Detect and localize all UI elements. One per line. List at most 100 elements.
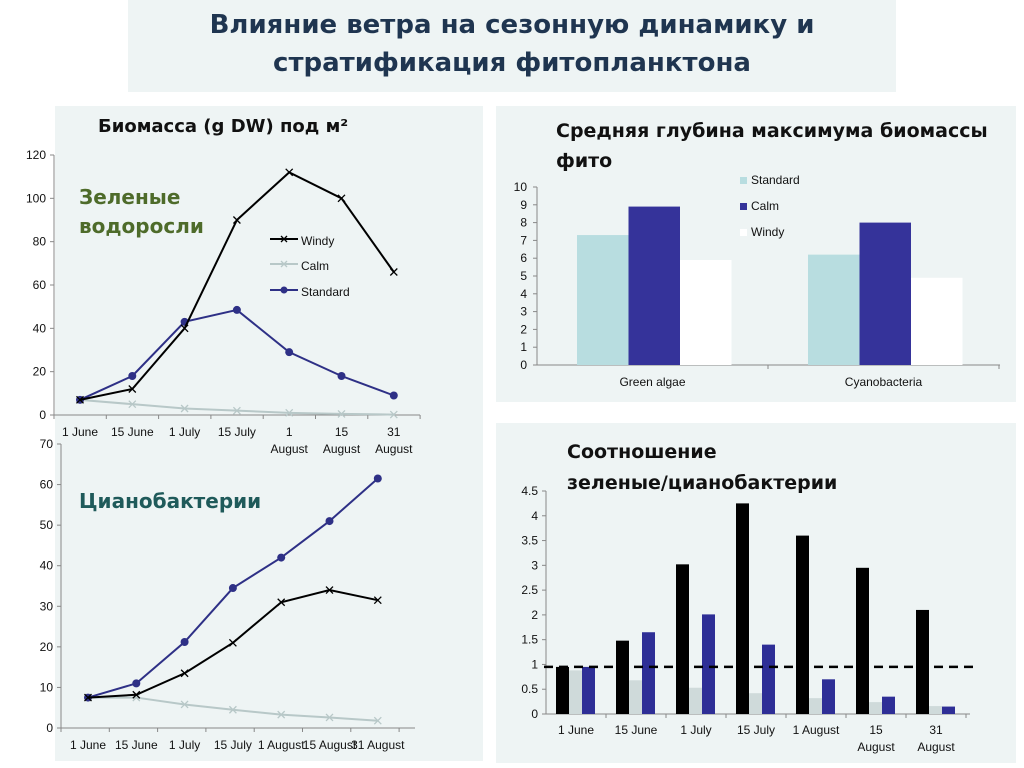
data-point-windy [128, 385, 137, 393]
data-point-windy [337, 194, 346, 203]
marker-stroke [373, 716, 382, 725]
marker-stroke [277, 710, 286, 719]
x-tick-label-line-1: 1 [286, 425, 293, 439]
x-tick-label: 15 July [218, 425, 256, 439]
x-tick-label-line-1: 15 [335, 425, 349, 439]
data-point-windy [228, 638, 237, 647]
data-point-windy [389, 268, 398, 276]
bar-standard [808, 254, 860, 365]
marker-stroke [228, 705, 237, 714]
y-tick-label: 40 [33, 321, 47, 335]
ratio-bar-2 [582, 666, 595, 714]
x-tick-label: 15 June [115, 738, 158, 752]
marker-stroke [128, 400, 137, 409]
y-tick-label: 5 [520, 269, 527, 283]
bar-calm [628, 206, 680, 365]
marker-stroke [285, 408, 294, 417]
legend-label-windy: Windy [751, 225, 784, 239]
y-tick-label: 0.5 [521, 682, 538, 696]
ratio-bar-1 [929, 706, 942, 714]
data-point-calm [389, 410, 398, 419]
x-tick-label: 1 June [70, 738, 106, 752]
slide-title-box: Влияние ветра на сезонную динамику и стр… [128, 0, 896, 92]
y-tick-label: 3 [531, 558, 538, 572]
bar-windy [680, 259, 732, 365]
legend-label-calm: Calm [301, 259, 329, 273]
data-point-windy [84, 693, 92, 702]
y-tick-label: 60 [40, 478, 54, 492]
y-tick-label: 10 [514, 180, 528, 194]
y-tick-label: 0 [531, 707, 538, 721]
x-tick-label: 1 July [169, 425, 200, 439]
data-point-calm [232, 406, 241, 415]
marker-stroke [232, 216, 241, 224]
series-line-standard [79, 308, 395, 401]
data-point-standard [373, 474, 382, 483]
y-tick-label: 0 [520, 358, 527, 372]
y-tick-label: 40 [40, 559, 54, 573]
y-tick-label: 50 [40, 518, 54, 532]
marker-stroke [325, 713, 334, 722]
marker-stroke [325, 586, 334, 595]
legend-label-standard: Standard [751, 173, 800, 187]
data-point-windy [232, 216, 241, 224]
y-tick-label: 6 [520, 251, 527, 265]
marker-stroke [373, 596, 382, 605]
ratio-bar-1 [869, 702, 882, 714]
data-point-standard [277, 553, 286, 562]
bar-windy [911, 277, 963, 365]
ratio-bar-2 [642, 632, 655, 714]
data-point-calm [228, 705, 237, 714]
marker-stroke [337, 409, 346, 418]
y-tick-label: 20 [40, 640, 54, 654]
legend-marker-windy [280, 235, 288, 243]
ratio-bar-0 [796, 535, 809, 714]
x-tick-label: 1 August [258, 738, 305, 752]
ratio-bar-1 [629, 680, 642, 714]
data-point-windy [180, 324, 189, 333]
x-tick-label-line-1: 31 [929, 723, 943, 737]
legend-marker-calm [280, 260, 288, 268]
y-tick-label: 2.5 [521, 583, 538, 597]
data-point-standard [325, 517, 334, 526]
marker-stroke [337, 194, 346, 203]
depth-title-line-1: Средняя глубина максимума биомассы [556, 120, 988, 142]
y-tick-label: 4.5 [521, 484, 538, 498]
marker-stroke [132, 690, 141, 699]
x-tick-label-line-2: August [271, 442, 309, 456]
data-point-calm [285, 408, 294, 417]
marker-stroke [285, 168, 294, 177]
y-tick-label: 2 [520, 322, 527, 336]
ratio-bar-0 [556, 666, 569, 714]
y-tick-label: 4 [520, 287, 527, 301]
data-point-calm [180, 700, 189, 709]
data-point-standard [180, 637, 189, 646]
ratio-bar-0 [916, 609, 929, 714]
data-point-windy [180, 669, 189, 678]
x-tick-label: 15 June [615, 723, 658, 737]
marker-stroke [280, 235, 288, 243]
y-tick-label: 3 [520, 305, 527, 319]
y-tick-label: 7 [520, 233, 527, 247]
y-tick-label: 120 [26, 148, 46, 162]
ratio-bar-2 [822, 679, 835, 714]
ratio-bar-1 [809, 698, 822, 714]
ratio-title-line-1: Соотношение [567, 441, 717, 463]
data-point-standard [389, 391, 398, 400]
ratio-bar-2 [702, 614, 715, 714]
ratio-bar-1 [689, 687, 702, 714]
y-tick-label: 100 [26, 191, 46, 205]
data-point-standard [232, 305, 241, 314]
series-line-calm [79, 398, 394, 416]
y-tick-label: 1 [520, 340, 527, 354]
data-point-calm [128, 400, 137, 409]
y-tick-label: 0 [46, 721, 53, 735]
y-tick-label: 9 [520, 198, 527, 212]
cyanobacteria-label: Цианобактерии [79, 489, 262, 513]
data-point-standard [285, 348, 294, 357]
x-tick-label: 1 June [558, 723, 594, 737]
data-point-calm [373, 716, 382, 725]
y-tick-label: 3.5 [521, 534, 538, 548]
x-tick-label: 1 August [793, 723, 840, 737]
